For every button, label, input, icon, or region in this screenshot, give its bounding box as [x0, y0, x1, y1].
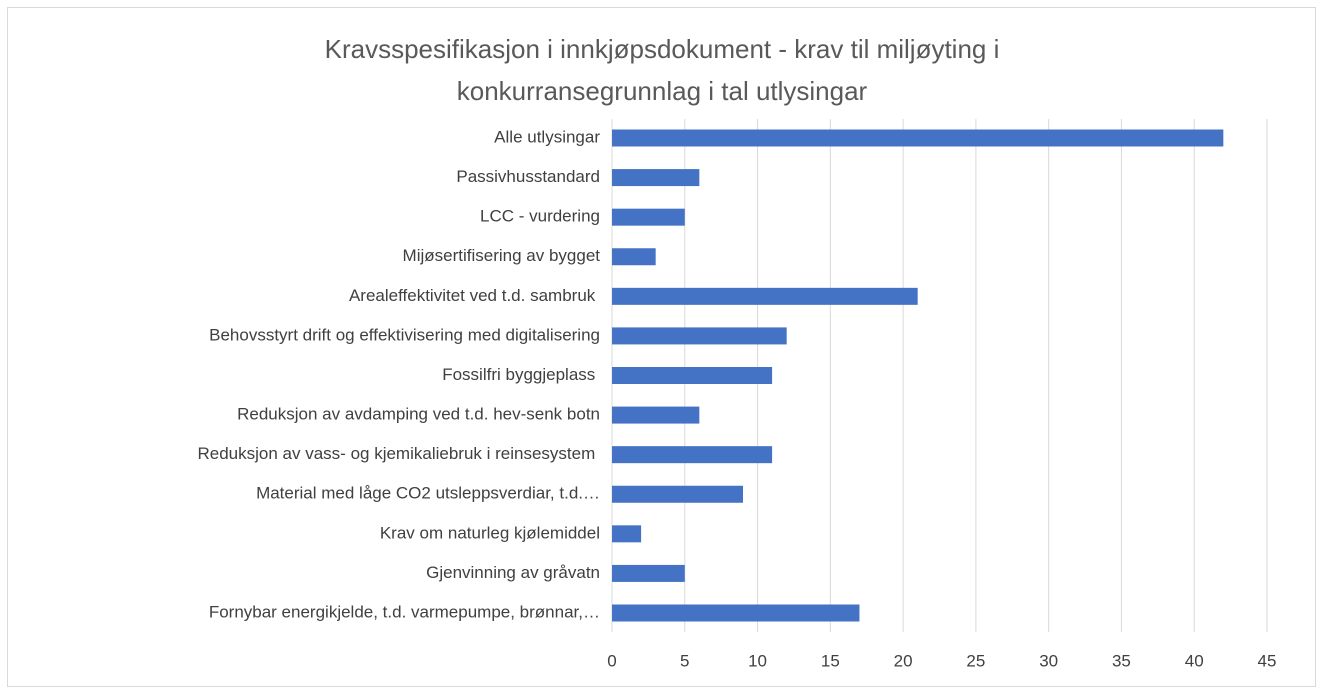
y-tick-label: Mijøsertifisering av bygget: [403, 246, 601, 265]
x-tick-label: 10: [748, 651, 767, 670]
x-tick-label: 20: [894, 651, 913, 670]
y-tick-label: Reduksjon av vass- og kjemikaliebruk i r…: [198, 444, 601, 463]
bar: [612, 604, 860, 622]
x-tick-label: 0: [607, 651, 616, 670]
chart-title: Kravsspesifikasjon i innkjøpsdokument - …: [324, 34, 1000, 106]
x-tick-label: 45: [1258, 651, 1277, 670]
x-tick-label: 40: [1185, 651, 1204, 670]
bar: [612, 169, 700, 187]
x-tick-label: 35: [1112, 651, 1131, 670]
bar: [612, 129, 1224, 147]
y-tick-label: Krav om naturleg kjølemiddel: [380, 523, 600, 542]
x-tick-label: 25: [966, 651, 985, 670]
y-tick-label: Behovsstyrt drift og effektivisering med…: [209, 325, 600, 344]
y-tick-label: Material med låge CO2 utsleppsverdiar, t…: [256, 484, 600, 503]
y-tick-label: Reduksjon av avdamping ved t.d. hev-senk…: [237, 405, 600, 424]
y-tick-label: Fossilfri byggjeplass: [442, 365, 600, 384]
bar: [612, 564, 685, 582]
x-tick-label: 5: [680, 651, 689, 670]
bar: [612, 485, 743, 503]
bar: [612, 248, 656, 266]
y-tick-label: Passivhusstandard: [456, 167, 600, 186]
y-tick-label: Alle utlysingar: [494, 127, 600, 146]
bar: [612, 367, 773, 384]
bar: [612, 327, 787, 345]
bar: [612, 287, 918, 305]
y-tick-label: Fornybar energikjelde, t.d. varmepumpe, …: [209, 602, 600, 621]
y-tick-label: Arealeffektivitet ved t.d. sambruk: [349, 286, 600, 305]
bar: [612, 208, 685, 226]
y-tick-label: Gjenvinning av gråvatn: [426, 563, 600, 582]
x-tick-label: 30: [1039, 651, 1058, 670]
bar: [612, 525, 642, 543]
bar: [612, 406, 700, 424]
y-tick-label: LCC - vurdering: [480, 207, 600, 226]
bar: [612, 446, 773, 464]
x-tick-label: 15: [821, 651, 840, 670]
